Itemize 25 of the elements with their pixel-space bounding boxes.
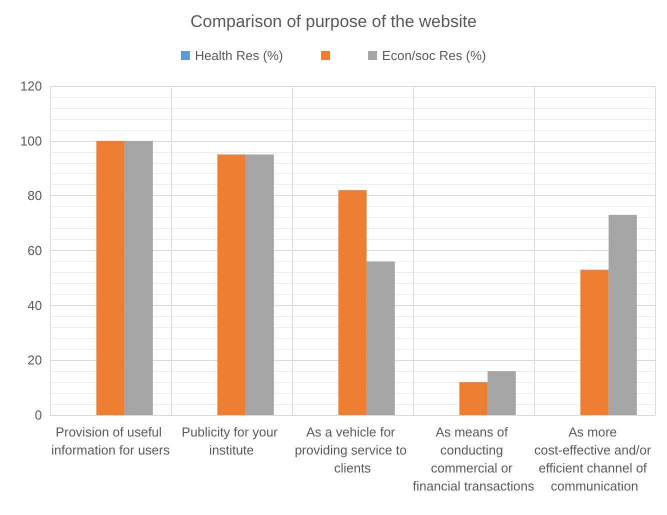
bar bbox=[488, 371, 516, 415]
x-tick-label: Publicity for your institute bbox=[182, 424, 282, 458]
bar bbox=[366, 261, 395, 415]
bar bbox=[580, 270, 609, 415]
bar bbox=[459, 382, 488, 415]
x-tick-label: Provision of useful information for users bbox=[51, 424, 170, 458]
x-tick-label: As means of conducting commercial or financial transactions bbox=[412, 424, 535, 494]
bar bbox=[608, 214, 637, 415]
y-tick-label: 120 bbox=[20, 78, 42, 94]
bar bbox=[217, 154, 246, 415]
legend-label: Econ/soc Res (%) bbox=[382, 48, 486, 63]
y-tick-label: 40 bbox=[28, 298, 42, 313]
y-tick-label: 60 bbox=[28, 243, 42, 258]
bar bbox=[246, 154, 274, 415]
x-tick-label: As more cost-effective and/or efficient channel of communication bbox=[534, 424, 655, 494]
y-tick-label: 80 bbox=[28, 188, 42, 204]
y-tick-label: 20 bbox=[28, 352, 42, 368]
bar bbox=[96, 140, 125, 415]
y-tick-label: 0 bbox=[34, 408, 42, 422]
bar bbox=[124, 140, 153, 415]
chart-title: Comparison of purpose of the website bbox=[190, 12, 477, 31]
bar bbox=[338, 190, 367, 415]
x-tick-label: As a vehicle for providing service to clients bbox=[294, 424, 410, 476]
y-tick-label: 100 bbox=[20, 133, 42, 148]
legend-label: Health Res (%) bbox=[194, 48, 284, 63]
